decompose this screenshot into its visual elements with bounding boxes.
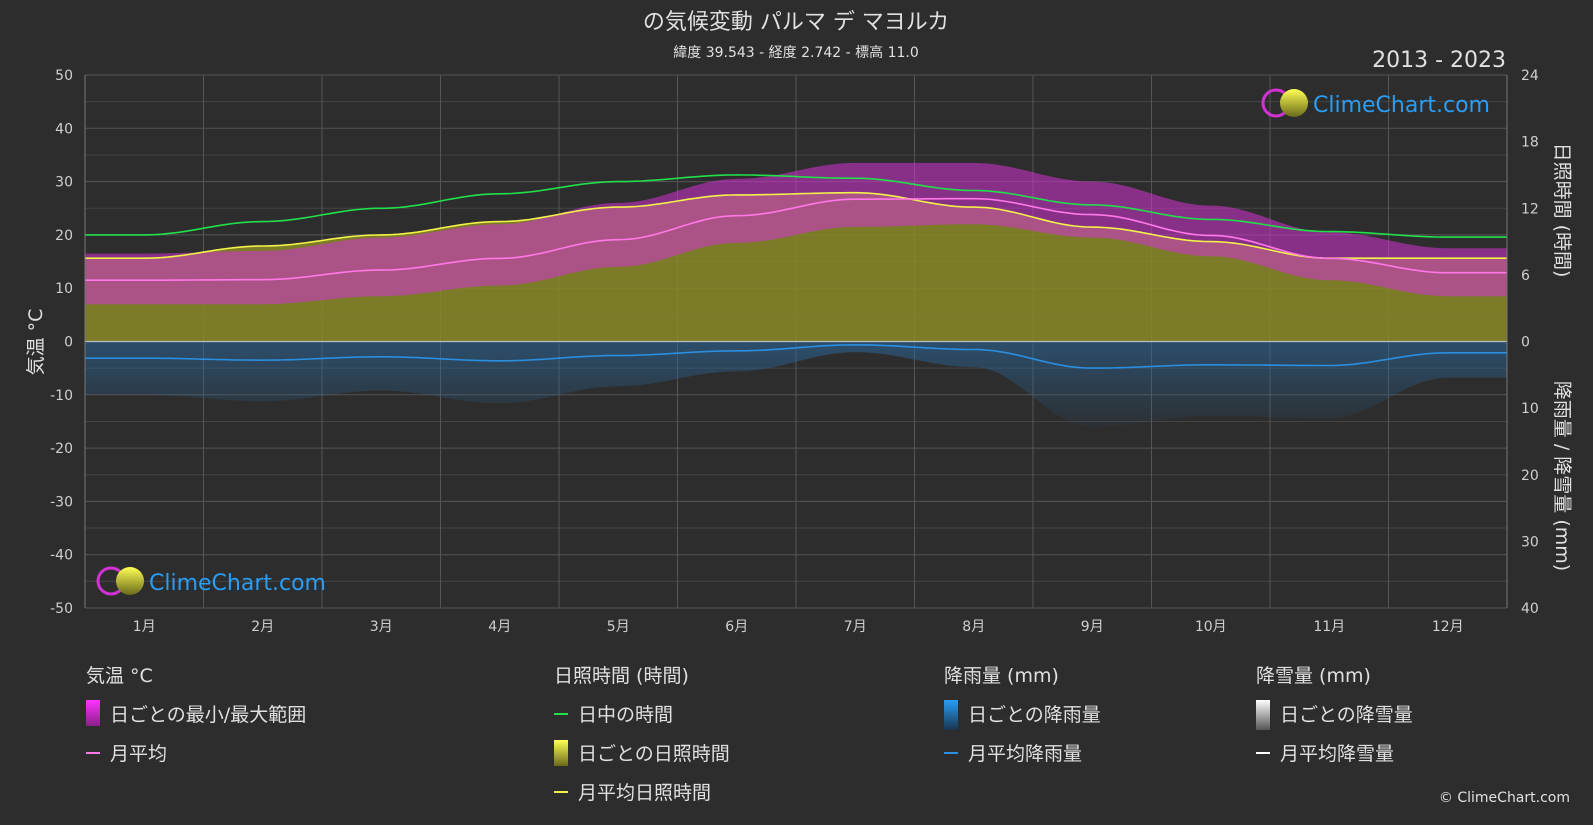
x-tick-month: 5月 [607,619,630,635]
sunshine-fill [85,192,1507,342]
y-tick-temp: -50 [50,601,73,617]
legend-rain-mean-label: 月平均降雨量 [968,743,1082,765]
legend-sunshine-swatch [554,740,568,766]
legend-temp-title: 気温 °C [86,665,153,687]
legend-temp-range-label: 日ごとの最小/最大範囲 [110,704,306,726]
y-axis-right-top-title: 日照時間 (時間) [1551,143,1573,278]
brand-logo-top: ClimeChart.com [1261,88,1490,118]
rainfall-area [85,341,1507,427]
chart-subtitle: 緯度 39.543 - 経度 2.742 - 標高 11.0 [673,44,919,61]
legend-rain-label: 日ごとの降雨量 [968,704,1101,726]
y-tick-sun: 12 [1521,201,1539,217]
y-tick-rain: 20 [1521,468,1539,484]
y-tick-sun: 24 [1521,68,1539,84]
x-tick-month: 2月 [251,619,274,635]
logo-sun-icon [1280,89,1308,117]
legend-daylight-label: 日中の時間 [578,704,673,726]
y-axis-left-title: 気温 °C [25,309,47,376]
y-tick-sun: 6 [1521,268,1530,284]
x-tick-month: 7月 [844,619,867,635]
x-tick-month: 1月 [133,619,156,635]
chart-title: の気候変動 パルマ デ マヨルカ [643,10,949,35]
legend-sunshine-label: 日ごとの日照時間 [578,743,730,765]
daylight-line [85,174,1507,238]
rain-fill [85,341,1507,427]
period-label: 2013 - 2023 [1372,48,1506,73]
copyright: © ClimeChart.com [1439,790,1570,806]
x-tick-month: 11月 [1313,619,1345,635]
legend-snow-mean-label: 月平均降雪量 [1280,743,1394,765]
y-tick-temp: 30 [55,175,73,191]
y-tick-temp: -40 [50,548,73,564]
y-tick-temp: -10 [50,388,73,404]
y-tick-rain: 10 [1521,401,1539,417]
x-tick-month: 8月 [962,619,985,635]
y-tick-temp: -20 [50,441,73,457]
legend-snow-title: 降雪量 (mm) [1256,665,1371,687]
legend-rain-title: 降雨量 (mm) [944,665,1059,687]
brand-logo-bottom: ClimeChart.com [96,566,326,596]
brand-text-top: ClimeChart.com [1313,93,1490,118]
y-axis-right-bottom-title: 降雨量 / 降雪量 (mm) [1551,381,1573,571]
legend-rain-swatch [944,700,958,730]
y-tick-temp: 20 [55,228,73,244]
y-tick-rain: 40 [1521,601,1539,617]
x-tick-month: 12月 [1432,619,1464,635]
y-tick-temp: 10 [55,281,73,297]
legend-rain: 降雨量 (mm) 日ごとの降雨量 月平均降雨量 [944,665,1101,765]
sunshine-area [85,192,1507,342]
legend-snow: 降雪量 (mm) 日ごとの降雪量 月平均降雪量 [1256,665,1413,765]
x-tick-month: 9月 [1081,619,1104,635]
series-lines [85,174,1507,369]
legend-snow-label: 日ごとの降雪量 [1280,704,1413,726]
temp-mean-line [85,197,1507,281]
legend-temp: 気温 °C 日ごとの最小/最大範囲 月平均 [86,665,306,765]
sunshine-mean-line [85,191,1507,259]
legend: 気温 °C 日ごとの最小/最大範囲 月平均 日照時間 (時間) 日中の時間 日ご… [86,665,1413,804]
y-tick-rain: 30 [1521,534,1539,550]
x-tick-month: 10月 [1195,619,1227,635]
y-tick-temp: -30 [50,494,73,510]
rain-mean-line [85,343,1507,369]
legend-temp-mean-label: 月平均 [110,743,167,765]
y-tick-sun: 18 [1521,135,1539,151]
x-tick-month: 6月 [725,619,748,635]
legend-snow-swatch [1256,700,1270,730]
axes: 50 40 30 20 10 0 -10 -20 -30 -40 -50 24 18 12 6 0 10 20 30… [50,68,1539,635]
temperature-range-area [85,162,1507,305]
y-tick-sun: 0 [1521,335,1530,351]
legend-temp-range-swatch [86,700,100,726]
legend-sun: 日照時間 (時間) 日中の時間 日ごとの日照時間 月平均日照時間 [554,665,730,804]
legend-sunshine-mean-label: 月平均日照時間 [578,782,711,804]
y-tick-temp: 50 [55,68,73,84]
logo-sun-icon [116,567,144,595]
x-tick-month: 4月 [488,619,511,635]
y-tick-temp: 40 [55,121,73,137]
temp-range-band [85,162,1507,305]
brand-text-bottom: ClimeChart.com [149,571,326,596]
legend-sun-title: 日照時間 (時間) [554,665,689,687]
y-tick-temp: 0 [64,335,73,351]
x-tick-month: 3月 [370,619,393,635]
